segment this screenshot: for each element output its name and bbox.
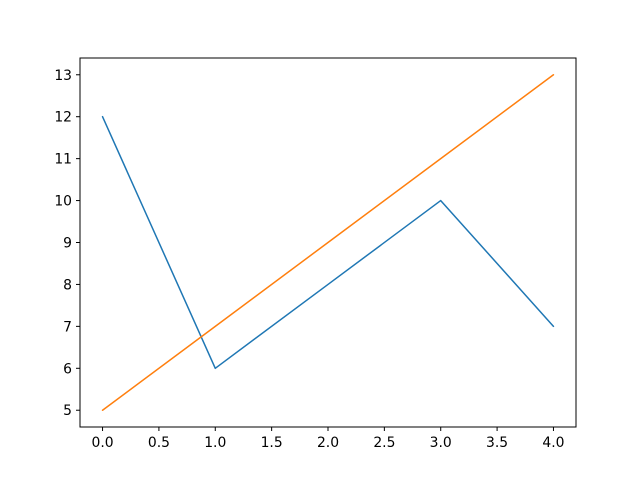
y-tick-label: 8 bbox=[63, 277, 72, 293]
y-tick-label: 7 bbox=[63, 319, 72, 335]
x-tick-label: 4.0 bbox=[542, 435, 564, 451]
x-tick-label: 3.5 bbox=[486, 435, 508, 451]
x-tick-label: 2.5 bbox=[373, 435, 395, 451]
x-tick-label: 2.0 bbox=[317, 435, 339, 451]
plot-frame bbox=[79, 57, 577, 428]
x-tick-label: 1.5 bbox=[261, 435, 283, 451]
x-tick-label: 3.0 bbox=[430, 435, 452, 451]
y-tick-label: 9 bbox=[63, 236, 72, 252]
y-tick-label: 11 bbox=[54, 152, 72, 168]
y-tick-label: 13 bbox=[54, 68, 72, 84]
line-series-1 bbox=[101, 115, 555, 370]
line-series-2 bbox=[101, 74, 555, 411]
x-tick-label: 1.0 bbox=[204, 435, 226, 451]
x-tick-label: 0.5 bbox=[148, 435, 170, 451]
x-tick-label: 0.0 bbox=[91, 435, 113, 451]
y-tick-label: 5 bbox=[63, 403, 72, 419]
y-tick-label: 12 bbox=[54, 110, 72, 126]
y-tick-label: 10 bbox=[54, 194, 72, 210]
y-tick-label: 6 bbox=[63, 361, 72, 377]
